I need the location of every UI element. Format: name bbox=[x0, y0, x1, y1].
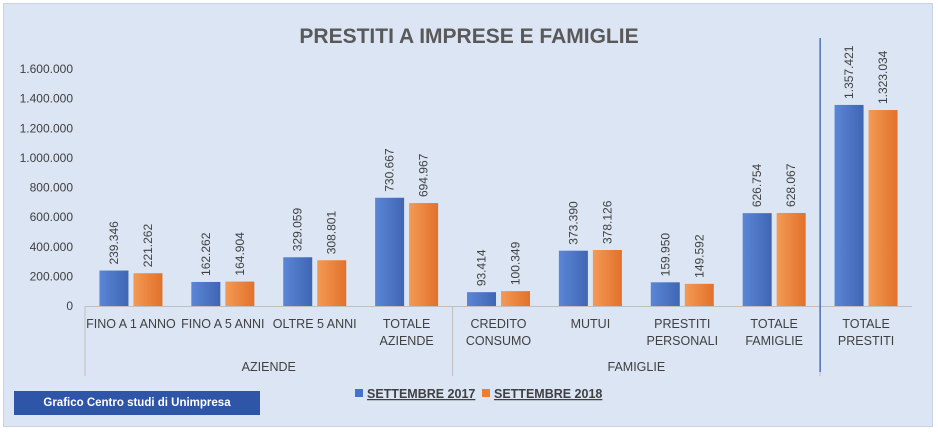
bar-settembre-2017 bbox=[742, 213, 772, 306]
data-label: 730.667 bbox=[383, 148, 397, 192]
bar-settembre-2018 bbox=[317, 260, 347, 306]
chart-title: PRESTITI A IMPRESE E FAMIGLIE bbox=[299, 25, 638, 48]
bar-settembre-2018 bbox=[592, 249, 622, 306]
category-label: FINO A 5 ANNI bbox=[181, 317, 264, 331]
y-tick-label: 1.000.000 bbox=[20, 151, 74, 165]
legend-swatch bbox=[355, 389, 363, 397]
category-label: MUTUI bbox=[571, 317, 611, 331]
data-label: 164.904 bbox=[233, 232, 247, 276]
bar-settembre-2017 bbox=[834, 104, 864, 307]
data-label: 308.801 bbox=[325, 211, 339, 255]
y-tick-label: 1.600.000 bbox=[20, 62, 74, 76]
legend-swatch bbox=[482, 389, 490, 397]
legend-label: SETTEMBRE 2018 bbox=[494, 387, 602, 401]
category-label: TOTALE bbox=[842, 317, 889, 331]
bar-settembre-2018 bbox=[868, 110, 898, 306]
category-label: PRESTITI bbox=[838, 334, 894, 348]
data-label: 159.950 bbox=[658, 233, 672, 277]
bar-settembre-2018 bbox=[409, 203, 439, 306]
bar-settembre-2017 bbox=[191, 281, 221, 306]
y-tick-label: 400.000 bbox=[30, 240, 74, 254]
data-label: 378.126 bbox=[600, 200, 614, 244]
data-label: 93.414 bbox=[475, 249, 489, 286]
bar-settembre-2018 bbox=[776, 212, 806, 306]
data-label: 149.592 bbox=[692, 234, 706, 278]
bar-settembre-2017 bbox=[375, 197, 405, 306]
bar-settembre-2017 bbox=[558, 250, 588, 306]
category-label: TOTALE bbox=[750, 317, 797, 331]
data-label: 221.262 bbox=[141, 224, 155, 268]
category-label: FAMIGLIE bbox=[745, 334, 803, 348]
data-label: 239.346 bbox=[107, 221, 121, 265]
data-label: 373.390 bbox=[566, 201, 580, 245]
bar-settembre-2018 bbox=[501, 291, 530, 306]
category-label: OLTRE 5 ANNI bbox=[273, 317, 357, 331]
y-tick-label: 800.000 bbox=[30, 181, 74, 195]
y-tick-label: 1.400.000 bbox=[20, 92, 74, 106]
y-tick-label: 1.200.000 bbox=[20, 121, 74, 135]
y-tick-label: 600.000 bbox=[30, 210, 74, 224]
legend-label: SETTEMBRE 2017 bbox=[367, 387, 475, 401]
category-label: FINO A 1 ANNO bbox=[86, 317, 176, 331]
data-label: 1.357.421 bbox=[842, 45, 856, 99]
category-label: PERSONALI bbox=[646, 334, 718, 348]
data-label: 626.754 bbox=[750, 163, 764, 207]
bar-settembre-2018 bbox=[225, 281, 255, 306]
category-label: AZIENDE bbox=[380, 334, 434, 348]
data-label: 162.262 bbox=[199, 232, 213, 276]
category-label: PRESTITI bbox=[654, 317, 710, 331]
credit-banner: Grafico Centro studi di Unimpresa bbox=[14, 391, 260, 415]
bar-settembre-2017 bbox=[467, 292, 496, 306]
bar-settembre-2017 bbox=[650, 282, 680, 306]
category-label: CONSUMO bbox=[466, 334, 532, 348]
y-tick-label: 0 bbox=[66, 299, 73, 313]
bar-settembre-2017 bbox=[283, 257, 313, 306]
bar-settembre-2018 bbox=[133, 273, 163, 306]
group-label: FAMIGLIE bbox=[608, 360, 666, 374]
data-label: 100.349 bbox=[509, 241, 523, 285]
bar-settembre-2018 bbox=[684, 283, 714, 306]
category-label: CREDITO bbox=[470, 317, 526, 331]
data-label: 628.067 bbox=[784, 163, 798, 207]
category-label: TOTALE bbox=[383, 317, 430, 331]
data-label: 694.967 bbox=[417, 153, 431, 197]
data-label: 329.059 bbox=[291, 208, 305, 252]
bar-settembre-2017 bbox=[99, 270, 129, 306]
y-tick-label: 200.000 bbox=[30, 269, 74, 283]
data-label: 1.323.034 bbox=[876, 50, 890, 104]
group-label: AZIENDE bbox=[242, 360, 296, 374]
